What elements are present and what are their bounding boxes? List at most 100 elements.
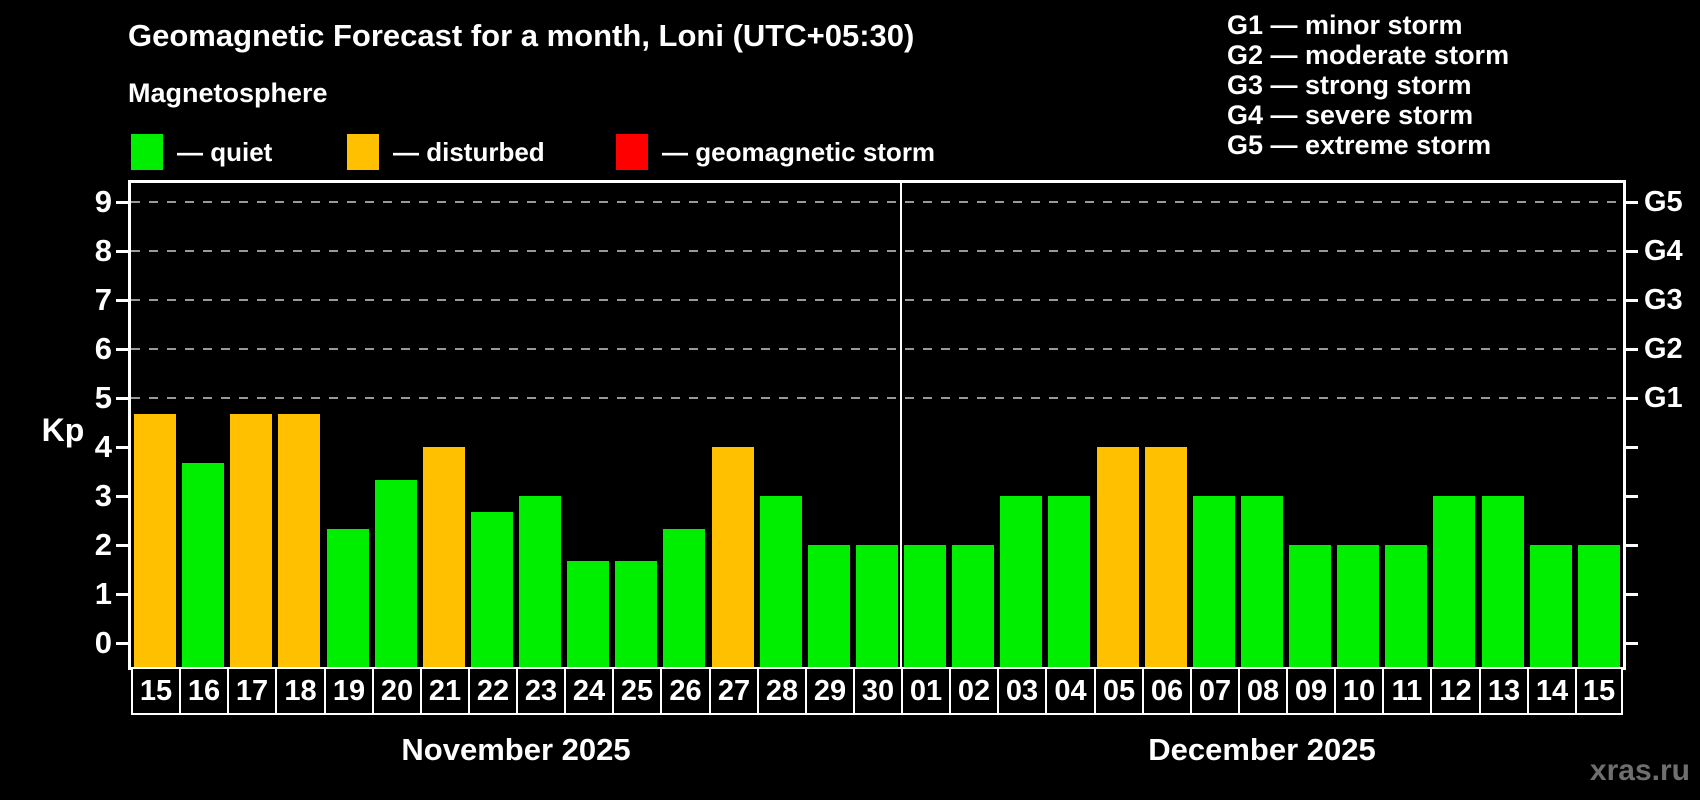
- day-cell-26: 26: [660, 667, 711, 715]
- kp-bar-day-11: [1385, 545, 1427, 667]
- day-cell-15: 15: [131, 667, 181, 715]
- kp-bar-day-17: [230, 414, 272, 667]
- right-axis-tick-2: [1626, 544, 1638, 547]
- right-axis-tick-6: [1626, 348, 1638, 351]
- storm-scale-line: G5 — extreme storm: [1227, 130, 1492, 160]
- day-cell-05: 05: [1094, 667, 1144, 715]
- y-axis-tick-4: [116, 446, 128, 449]
- day-cell-04: 04: [1045, 667, 1096, 715]
- kp-bar-day-26: [663, 529, 705, 667]
- right-axis-label-G2: G2: [1644, 333, 1683, 365]
- y-axis-title: Kp: [41, 412, 85, 448]
- kp-bar-day-09: [1289, 545, 1331, 667]
- kp-bar-day-28: [760, 496, 802, 667]
- right-axis-label-G3: G3: [1644, 284, 1683, 316]
- kp-bar-day-19: [327, 529, 369, 667]
- y-axis-tick-7: [116, 299, 128, 302]
- kp-bar-day-29: [808, 545, 850, 667]
- disturbed-swatch-icon: [347, 134, 379, 170]
- day-cell-30: 30: [853, 667, 903, 715]
- right-axis-tick-7: [1626, 299, 1638, 302]
- day-cell-29: 29: [805, 667, 855, 715]
- right-axis-tick-9: [1626, 201, 1638, 204]
- day-cell-16: 16: [179, 667, 229, 715]
- month-separator-line: [900, 183, 902, 667]
- day-cell-22: 22: [468, 667, 518, 715]
- kp-bar-day-30: [856, 545, 898, 667]
- storm-scale-legend: G1 — minor storm G2 — moderate storm G3 — …: [1227, 10, 1509, 160]
- y-axis-label-7: 7: [94, 282, 112, 317]
- kp-bar-day-15: [134, 414, 176, 667]
- kp-bar-day-10: [1337, 545, 1379, 667]
- day-cell-17: 17: [227, 667, 277, 715]
- legend-label-disturbed: — disturbed: [393, 136, 545, 167]
- y-axis-label-1: 1: [94, 576, 112, 611]
- right-axis-tick-5: [1626, 397, 1638, 400]
- day-cell-02: 02: [949, 667, 999, 715]
- y-axis-label-6: 6: [94, 331, 112, 366]
- day-cell-27: 27: [709, 667, 759, 715]
- kp-bar-day-25: [615, 561, 657, 667]
- kp-bar-day-27: [712, 447, 754, 667]
- day-cell-21: 21: [420, 667, 470, 715]
- right-axis-label-G4: G4: [1644, 235, 1683, 267]
- quiet-swatch-icon: [131, 134, 163, 170]
- right-axis-label-G1: G1: [1644, 382, 1683, 414]
- day-cell-24: 24: [564, 667, 614, 715]
- storm-scale-line: G1 — minor storm: [1227, 10, 1463, 40]
- kp-bar-day-03: [1000, 496, 1042, 667]
- kp-bar-day-08: [1241, 496, 1283, 667]
- day-cell-01: 01: [901, 667, 951, 715]
- kp-bar-day-02: [952, 545, 994, 667]
- kp-bar-day-21: [423, 447, 465, 667]
- day-cell-09: 09: [1286, 667, 1336, 715]
- y-axis-label-8: 8: [94, 233, 112, 268]
- day-cell-20: 20: [372, 667, 422, 715]
- day-cell-03: 03: [997, 667, 1047, 715]
- day-cell-11: 11: [1382, 667, 1432, 715]
- y-axis-label-5: 5: [94, 380, 112, 415]
- kp-bar-day-13: [1482, 496, 1524, 667]
- legend-item-storm: — geomagnetic storm: [616, 134, 935, 170]
- storm-scale-line: G3 — strong storm: [1227, 70, 1472, 100]
- kp-bar-day-12: [1433, 496, 1475, 667]
- y-axis-tick-1: [116, 593, 128, 596]
- right-axis-label-G5: G5: [1644, 186, 1683, 218]
- legend-label-storm: — geomagnetic storm: [662, 136, 936, 167]
- y-axis-label-2: 2: [94, 527, 112, 562]
- right-axis-tick-8: [1626, 250, 1638, 253]
- storm-scale-line: G4 — severe storm: [1227, 100, 1474, 130]
- y-axis-tick-9: [116, 201, 128, 204]
- legend-item-quiet: — quiet: [131, 134, 272, 170]
- y-axis-tick-3: [116, 495, 128, 498]
- kp-bar-day-23: [519, 496, 561, 667]
- plot-area: [128, 180, 1626, 670]
- kp-bar-day-06: [1145, 447, 1187, 667]
- y-axis-label-4: 4: [94, 429, 112, 464]
- kp-bar-day-24: [567, 561, 609, 667]
- day-cell-15: 15: [1575, 667, 1623, 715]
- gridline-kp7: [131, 299, 1623, 301]
- y-axis-tick-8: [116, 250, 128, 253]
- storm-swatch-icon: [616, 134, 648, 170]
- gridline-kp6: [131, 348, 1623, 350]
- kp-bar-day-05: [1097, 447, 1139, 667]
- gridline-kp9: [131, 201, 1623, 203]
- legend-label-quiet: — quiet: [177, 136, 273, 167]
- day-cell-25: 25: [612, 667, 662, 715]
- chart-subtitle: Magnetosphere: [128, 78, 328, 108]
- y-axis-tick-5: [116, 397, 128, 400]
- storm-scale-line: G2 — moderate storm: [1227, 40, 1510, 70]
- y-axis-label-9: 9: [94, 184, 112, 219]
- day-cell-28: 28: [757, 667, 807, 715]
- watermark: xras.ru: [1589, 754, 1690, 787]
- right-axis-tick-0: [1626, 642, 1638, 645]
- x-axis-day-labels: 15 16 17 18 19 20 21 22 23 24 25 26 27 28 29 30 01 02 03 04…: [131, 667, 1623, 715]
- kp-bar-day-18: [278, 414, 320, 667]
- legend-item-disturbed: — disturbed: [347, 134, 545, 170]
- kp-bar-day-04: [1048, 496, 1090, 667]
- y-axis-tick-6: [116, 348, 128, 351]
- day-cell-18: 18: [275, 667, 326, 715]
- day-cell-08: 08: [1238, 667, 1288, 715]
